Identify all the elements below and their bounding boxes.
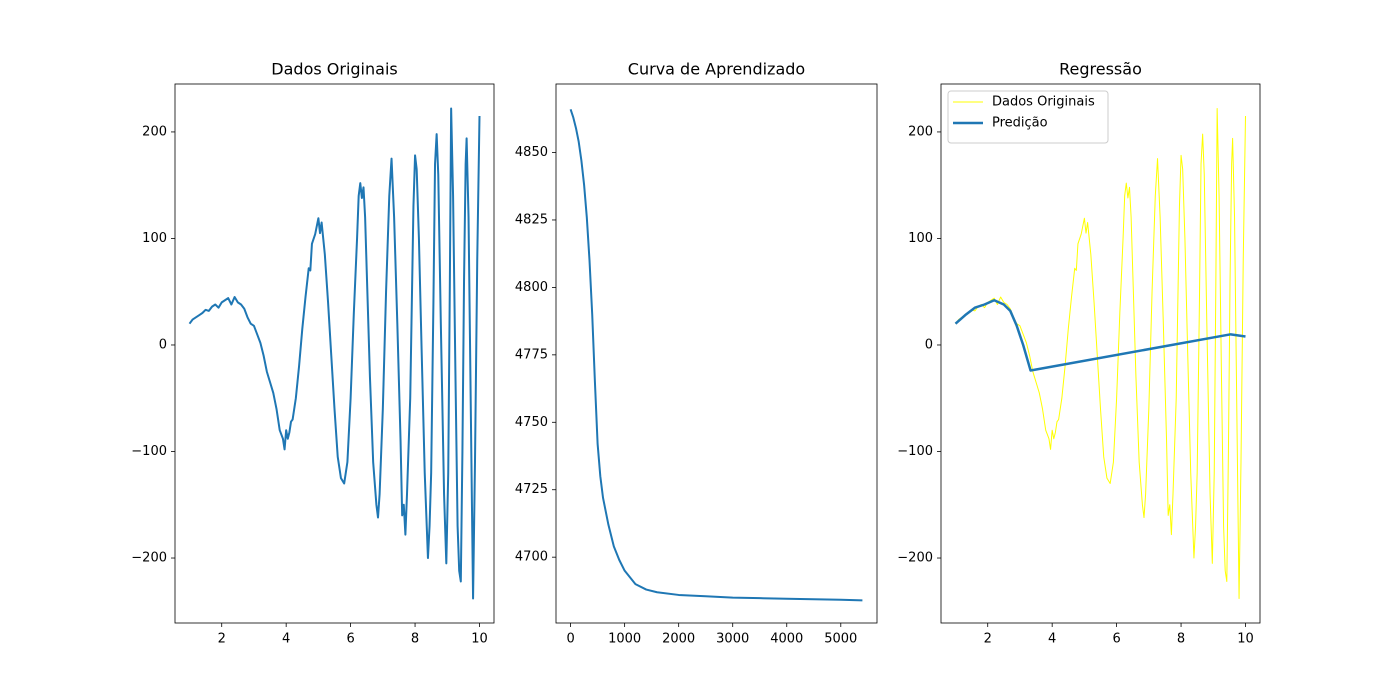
x-tick-label: 10 <box>1237 632 1254 647</box>
x-tick-label: 1000 <box>608 632 641 647</box>
y-tick-label: 0 <box>159 337 167 352</box>
y-tick-label: 200 <box>908 124 933 139</box>
y-tick-label: 0 <box>925 337 933 352</box>
y-tick-label: 4750 <box>515 415 548 430</box>
x-tick-label: 4000 <box>770 632 803 647</box>
y-tick-label: 4825 <box>515 212 548 227</box>
y-tick-label: 4800 <box>515 280 548 295</box>
subplot-title: Curva de Aprendizado <box>628 60 805 79</box>
x-tick-label: 4 <box>1048 632 1056 647</box>
legend-box <box>947 90 1109 144</box>
y-tick-label: 100 <box>142 231 167 246</box>
y-tick-label: 100 <box>908 231 933 246</box>
data-line <box>955 108 1246 599</box>
x-tick-label: 2000 <box>662 632 695 647</box>
x-tick-label: 8 <box>1177 632 1185 647</box>
y-tick-label: 4850 <box>515 145 548 160</box>
x-tick-label: 2 <box>218 632 226 647</box>
x-tick-label: 8 <box>411 632 419 647</box>
y-tick-label: 4775 <box>515 347 548 362</box>
subplot-title: Dados Originais <box>271 60 397 79</box>
y-tick-label: −200 <box>897 551 933 566</box>
subplot: Curva de Aprendizado 0 1000 2000 3000 4000 500… <box>515 60 878 647</box>
data-line <box>569 109 863 602</box>
x-tick-label: 6 <box>346 632 354 647</box>
y-tick-label: 4700 <box>515 550 548 565</box>
legend: Dados Originais Predição <box>947 90 1109 144</box>
x-tick-label: 2 <box>984 632 992 647</box>
y-tick-label: 4725 <box>515 482 548 497</box>
subplot: Dados Originais 2 4 6 8 10 −200 −100 0 100 200 <box>131 60 495 647</box>
axes-frame <box>940 83 1261 624</box>
data-line <box>954 298 1246 372</box>
legend-label: Predição <box>992 116 1048 131</box>
x-tick-label: 4 <box>282 632 290 647</box>
data-line <box>188 107 481 600</box>
x-tick-label: 0 <box>566 632 574 647</box>
x-tick-label: 10 <box>471 632 488 647</box>
y-tick-label: −200 <box>131 551 167 566</box>
legend-label: Dados Originais <box>992 95 1095 110</box>
x-tick-label: 6 <box>1112 632 1120 647</box>
axes-frame <box>555 83 878 624</box>
subplot-title: Regressão <box>1059 60 1142 79</box>
y-tick-label: 200 <box>142 124 167 139</box>
axes-frame <box>174 83 495 624</box>
x-tick-label: 5000 <box>824 632 857 647</box>
y-tick-label: −100 <box>897 444 933 459</box>
y-tick-label: −100 <box>131 444 167 459</box>
subplot: Regressão 2 4 6 8 10 −200 −100 0 100 200 Dados Orig… <box>897 60 1261 647</box>
x-tick-label: 3000 <box>716 632 749 647</box>
